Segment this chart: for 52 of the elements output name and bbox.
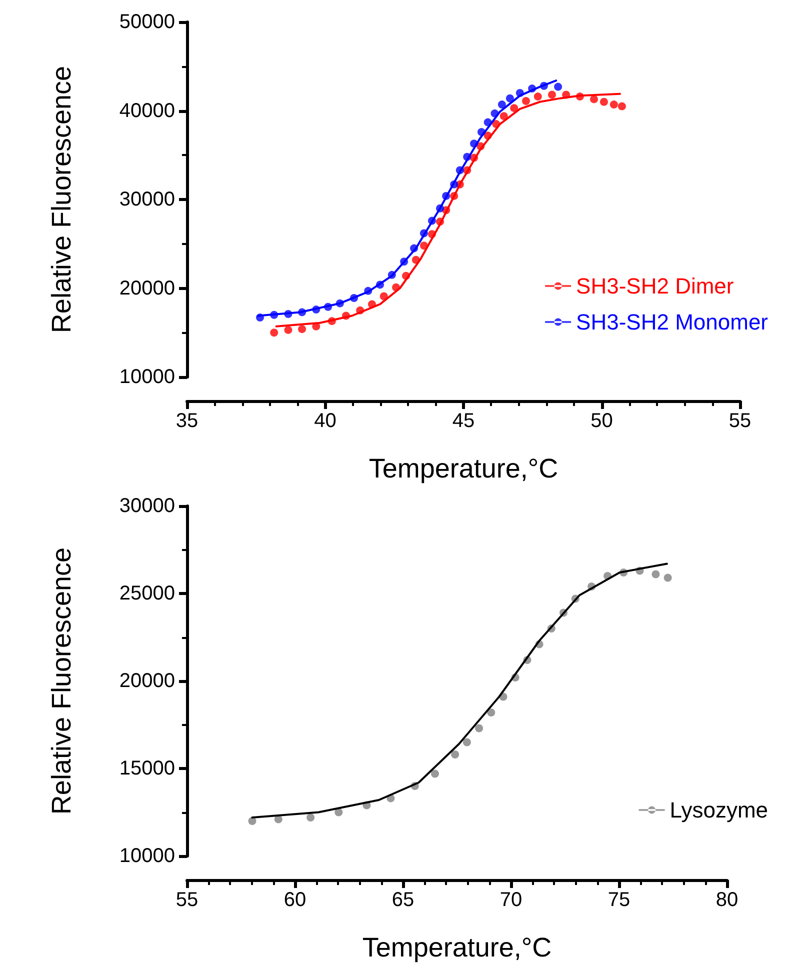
y-tick-label: 30000 <box>119 188 175 210</box>
x-tick-label: 75 <box>608 889 630 911</box>
legend-label: SH3-SH2 Monomer <box>576 310 768 334</box>
point <box>500 112 508 120</box>
point <box>610 100 618 109</box>
y-tick-label: 40000 <box>119 100 175 122</box>
x-axis-title: Temperature,°C <box>362 932 552 962</box>
y-tick-label: 50000 <box>119 11 175 33</box>
point <box>475 724 484 732</box>
y-tick-label: 30000 <box>119 495 175 517</box>
point <box>306 814 315 822</box>
y-tick-label: 20000 <box>119 670 175 692</box>
point <box>664 574 672 582</box>
y-tick-label: 20000 <box>119 277 175 300</box>
point <box>430 770 439 778</box>
x-tick-label: 40 <box>314 410 336 432</box>
point <box>590 95 598 104</box>
point <box>534 92 542 101</box>
legend-label: Lysozyme <box>670 798 768 822</box>
point <box>487 708 496 716</box>
point <box>498 100 506 109</box>
x-tick-label: 65 <box>392 889 414 911</box>
y-tick-label: 25000 <box>119 582 175 604</box>
y-axis-title: Relative Fluorescence <box>46 547 76 815</box>
y-tick-label: 10000 <box>119 845 175 867</box>
x-tick-label: 35 <box>176 410 198 432</box>
point <box>284 326 292 334</box>
x-tick-label: 60 <box>284 889 306 911</box>
x-tick-label: 45 <box>452 410 475 432</box>
x-tick-label: 55 <box>176 889 198 911</box>
point <box>270 328 278 337</box>
x-tick-label: 80 <box>716 889 738 911</box>
x-tick-label: 70 <box>500 889 522 911</box>
point <box>522 96 530 105</box>
legend-label: SH3-SH2 Dimer <box>576 274 734 298</box>
point <box>600 98 608 106</box>
point <box>652 570 660 578</box>
point <box>510 104 518 112</box>
point <box>506 94 514 102</box>
point <box>554 82 562 91</box>
point <box>451 750 460 758</box>
y-tick-label: 10000 <box>119 366 175 388</box>
point <box>618 102 626 110</box>
point <box>298 325 306 334</box>
x-axis-title: Temperature,°C <box>368 454 558 484</box>
point <box>548 90 556 99</box>
point <box>462 738 471 746</box>
x-tick-label: 55 <box>728 410 752 432</box>
point <box>334 808 343 816</box>
y-axis-title: Relative Fluorescence <box>46 66 76 334</box>
x-tick-label: 50 <box>590 410 613 432</box>
y-tick-label: 15000 <box>119 758 175 780</box>
